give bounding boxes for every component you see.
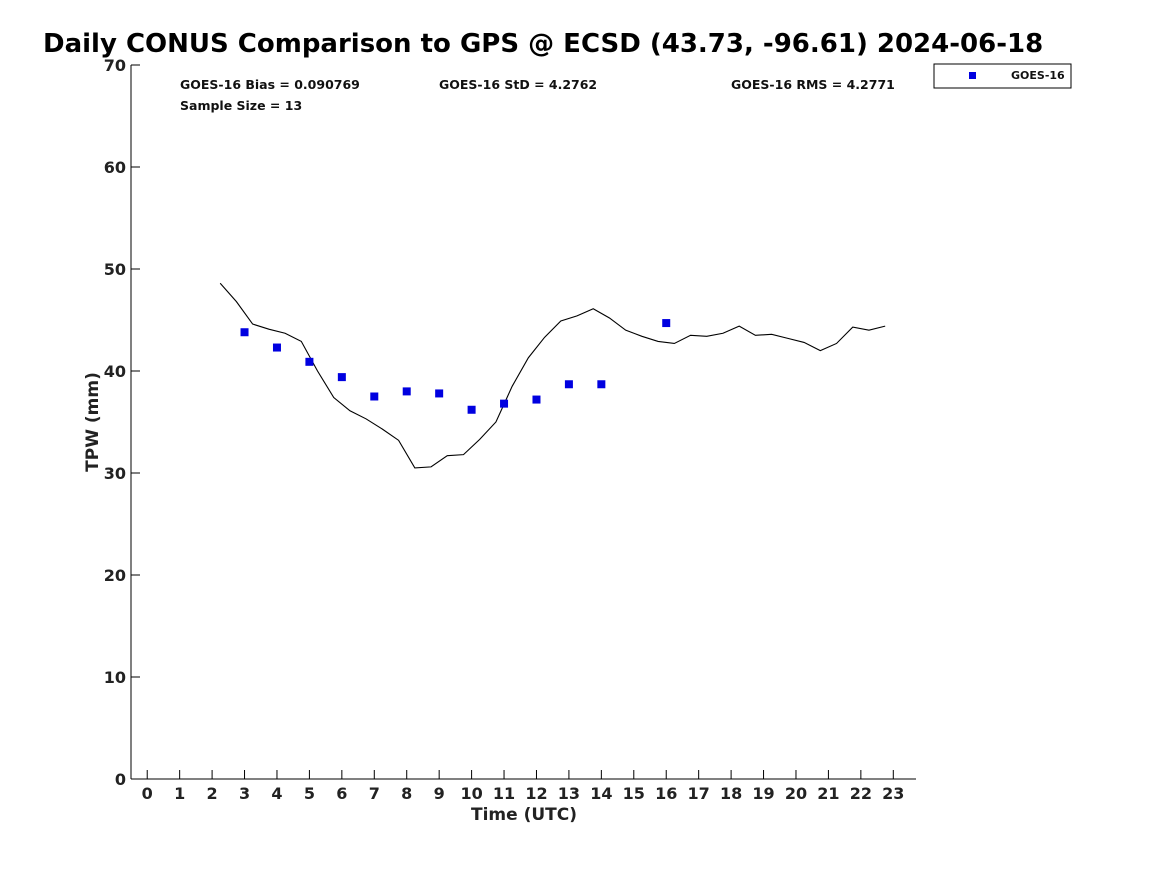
x-axis-ticks: 0 1 2 3 4 5 6 7 8 9 10 11 12 13 14 15 16 17 18 19 20 21 22 23	[142, 770, 904, 803]
gps-tpw-polyline	[219, 282, 886, 469]
y-axis-ticks: 0 10 20 30 40 50 60 70	[104, 56, 140, 789]
std-stat: GOES-16 StD = 4.2762	[439, 77, 597, 92]
legend-marker-goes16	[969, 72, 976, 79]
x-axis-label: Time (UTC)	[471, 805, 577, 825]
x-tick-label: 12	[525, 784, 547, 803]
y-tick-label: 70	[104, 56, 126, 75]
x-tick-label: 0	[142, 784, 153, 803]
x-tick-label: 6	[336, 784, 347, 803]
x-tick-label: 18	[720, 784, 742, 803]
bias-stat: GOES-16 Bias = 0.090769	[180, 77, 360, 92]
goes16-point	[532, 395, 541, 404]
rms-stat: GOES-16 RMS = 4.2771	[731, 77, 895, 92]
goes16-point	[305, 357, 314, 366]
x-tick-label: 7	[369, 784, 380, 803]
goes16-point	[337, 373, 346, 382]
x-tick-label: 17	[688, 784, 710, 803]
y-tick-label: 30	[104, 464, 126, 483]
goes16-point	[467, 405, 476, 414]
goes16-point	[662, 319, 671, 328]
y-tick-label: 20	[104, 566, 126, 585]
x-tick-label: 5	[304, 784, 315, 803]
y-tick-label: 10	[104, 668, 126, 687]
goes16-point	[564, 380, 573, 389]
goes16-point	[500, 399, 509, 408]
x-tick-label: 9	[434, 784, 445, 803]
goes16-points	[240, 319, 671, 414]
goes16-point	[272, 343, 281, 352]
legend-box	[933, 63, 1072, 89]
x-tick-label: 23	[882, 784, 904, 803]
goes16-point	[402, 387, 411, 396]
goes16-point	[435, 389, 444, 398]
x-tick-label: 21	[817, 784, 839, 803]
goes16-point	[240, 328, 249, 337]
gps-tpw-line	[219, 282, 886, 469]
x-tick-label: 2	[207, 784, 218, 803]
goes16-point	[370, 392, 379, 401]
x-tick-label: 15	[623, 784, 645, 803]
x-tick-label: 13	[558, 784, 580, 803]
x-tick-label: 14	[590, 784, 612, 803]
y-axis-label: TPW (mm)	[83, 372, 103, 472]
x-tick-label: 8	[401, 784, 412, 803]
x-tick-label: 3	[239, 784, 250, 803]
y-tick-label: 60	[104, 158, 126, 177]
y-tick-label: 50	[104, 260, 126, 279]
x-tick-label: 4	[271, 784, 282, 803]
x-tick-label: 20	[785, 784, 807, 803]
chart-title: Daily CONUS Comparison to GPS @ ECSD (43…	[43, 29, 1043, 59]
x-tick-label: 16	[655, 784, 677, 803]
x-tick-label: 11	[493, 784, 515, 803]
legend: GOES-16	[933, 63, 1072, 89]
x-tick-label: 1	[174, 784, 185, 803]
sample-size-stat: Sample Size = 13	[180, 98, 302, 113]
x-tick-label: 22	[850, 784, 872, 803]
legend-label-goes16: GOES-16	[1011, 69, 1065, 82]
x-tick-label: 19	[752, 784, 774, 803]
goes16-point	[597, 380, 606, 389]
y-tick-label: 0	[115, 770, 126, 789]
x-tick-label: 10	[460, 784, 482, 803]
y-tick-label: 40	[104, 362, 126, 381]
